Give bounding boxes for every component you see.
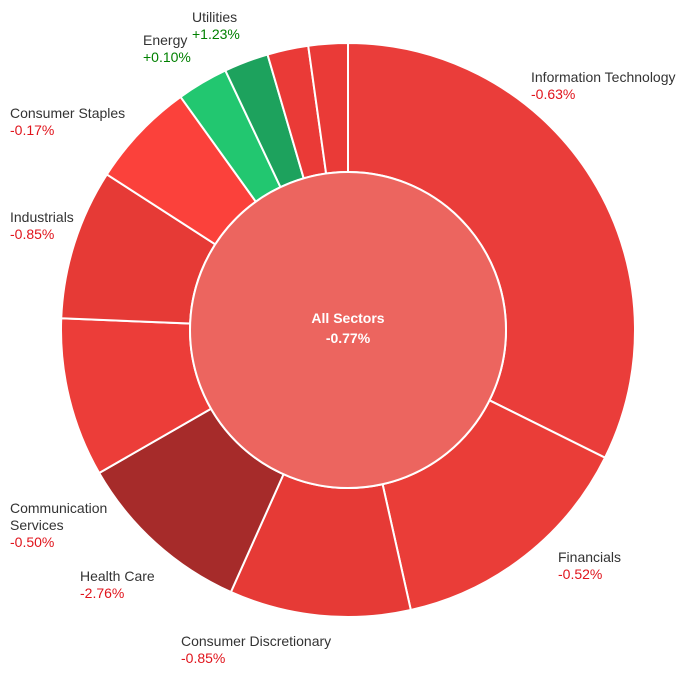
label-name-consumer-staples: Consumer Staples: [10, 105, 125, 121]
center-label: All Sectors: [311, 310, 384, 326]
label-name-health-care: Health Care: [80, 568, 155, 584]
center-circle-group[interactable]: All Sectors -0.77%: [189, 171, 507, 489]
label-change-information-technology: -0.63%: [531, 86, 575, 102]
label-change-energy: +0.10%: [143, 49, 191, 65]
label-name-consumer-discretionary: Consumer Discretionary: [181, 633, 331, 649]
label-health-care: Health Care-2.76%: [80, 568, 155, 601]
label-change-health-care: -2.76%: [80, 585, 124, 601]
donut-slices: [60, 41, 636, 618]
label-information-technology: Information Technology-0.63%: [531, 69, 676, 102]
center-circle[interactable]: [189, 171, 507, 489]
label-change-consumer-discretionary: -0.85%: [181, 650, 225, 666]
label-name-financials: Financials: [558, 549, 621, 565]
label-name-information-technology: Information Technology: [531, 69, 676, 85]
center-change: -0.77%: [326, 330, 371, 346]
label-name-communication-services: Communication: [10, 500, 107, 516]
label-name-communication-services: Services: [10, 517, 64, 533]
label-utilities: Utilities+1.23%: [192, 9, 240, 42]
label-energy: Energy+0.10%: [143, 32, 191, 65]
label-change-utilities: +1.23%: [192, 26, 240, 42]
label-change-communication-services: -0.50%: [10, 534, 54, 550]
label-name-industrials: Industrials: [10, 209, 74, 225]
label-industrials: Industrials-0.85%: [10, 209, 74, 242]
label-change-financials: -0.52%: [558, 566, 602, 582]
slice-labels: Information Technology-0.63%Financials-0…: [10, 9, 676, 666]
label-consumer-staples: Consumer Staples-0.17%: [10, 105, 125, 138]
label-name-utilities: Utilities: [192, 9, 237, 25]
label-financials: Financials-0.52%: [558, 549, 621, 582]
label-change-industrials: -0.85%: [10, 226, 54, 242]
label-consumer-discretionary: Consumer Discretionary-0.85%: [181, 633, 331, 666]
label-change-consumer-staples: -0.17%: [10, 122, 54, 138]
label-name-energy: Energy: [143, 32, 187, 48]
